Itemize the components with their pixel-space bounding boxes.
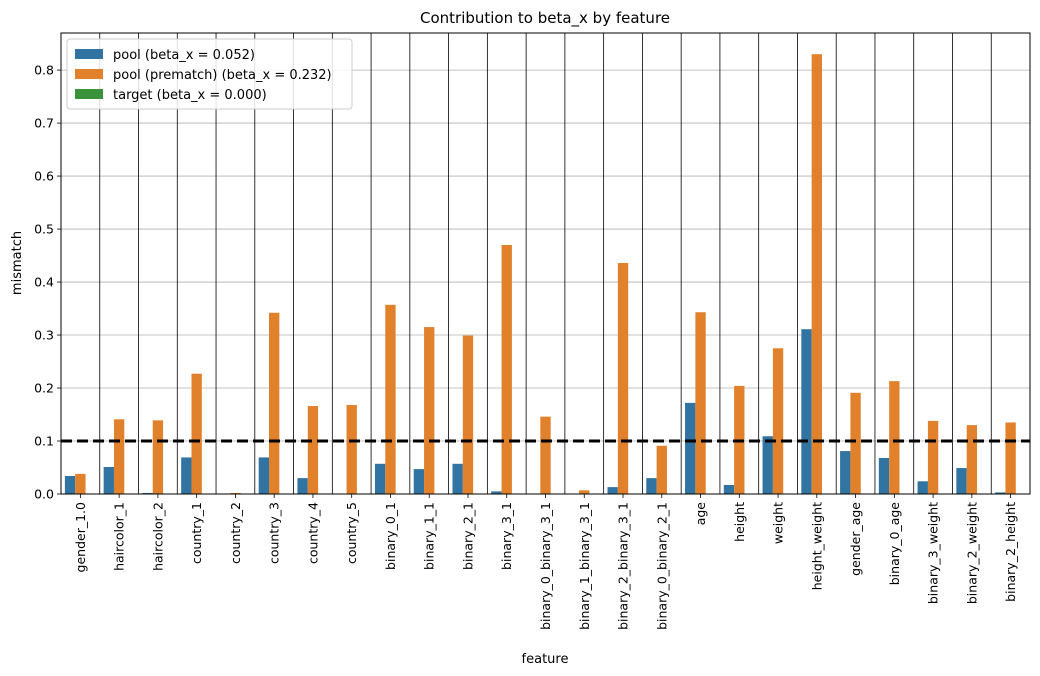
x-tick-label: age — [693, 502, 708, 526]
x-tick-label: gender_1.0 — [73, 502, 88, 572]
bar — [452, 463, 463, 494]
bar — [878, 457, 890, 494]
x-tick-label: haircolor_1 — [112, 502, 127, 571]
x-tick-label: gender_age — [848, 502, 863, 576]
x-tick-label: weight — [771, 502, 786, 544]
bar — [540, 416, 551, 494]
legend-entry: pool (beta_x = 0.052) — [113, 48, 255, 63]
legend: pool (beta_x = 0.052) pool (prematch) (be… — [66, 38, 353, 110]
x-tick-label: binary_0_1 — [383, 502, 398, 570]
bar — [1005, 422, 1016, 494]
bar — [297, 478, 308, 494]
x-axis-label: feature — [522, 652, 569, 667]
bar — [927, 420, 939, 494]
bar — [723, 484, 735, 494]
legend-entry: pool (prematch) (beta_x = 0.232) — [113, 68, 332, 83]
bar — [840, 451, 851, 494]
y-axis-label: mismatch — [10, 231, 25, 295]
x-tick-label: binary_2_1 — [460, 502, 475, 570]
x-tick-label: binary_1_binary_3_1 — [577, 502, 592, 630]
category-separators — [99, 33, 992, 494]
x-tick-label: country_4 — [305, 502, 320, 564]
x-tick-label: binary_0_age — [887, 502, 902, 586]
x-tick-label: haircolor_2 — [150, 502, 165, 571]
y-tick-label: 0.5 — [34, 222, 54, 237]
bar — [617, 262, 629, 494]
x-tick-label: binary_3_weight — [926, 502, 941, 604]
y-tick-label: 0.6 — [34, 169, 54, 184]
bar — [811, 54, 822, 494]
bar — [181, 457, 192, 494]
bar — [491, 491, 502, 494]
bar — [501, 244, 512, 494]
x-tick-label: country_1 — [189, 502, 204, 564]
bar — [607, 487, 618, 494]
bar — [579, 490, 590, 494]
bar — [685, 402, 696, 494]
y-tick-label: 0.2 — [34, 381, 54, 396]
bar — [772, 348, 784, 494]
x-tick-label: height_weight — [809, 502, 824, 590]
bar — [956, 468, 967, 494]
legend-swatch — [75, 89, 103, 99]
y-tick-label: 0.7 — [34, 116, 54, 131]
bar — [850, 392, 861, 494]
bar — [917, 481, 928, 494]
bar — [762, 436, 773, 494]
bar — [103, 466, 114, 494]
bar — [462, 335, 474, 494]
bar — [385, 304, 396, 494]
y-tick-label: 0.3 — [34, 328, 54, 343]
x-tick-label: binary_3_1 — [499, 502, 514, 570]
x-axis-ticks: gender_1.0 haircolor_1 haircolor_2 country_… — [73, 494, 1018, 630]
legend-entry: target (beta_x = 0.000) — [113, 88, 267, 103]
bar — [258, 457, 270, 494]
y-tick-label: 0.8 — [34, 63, 54, 78]
x-tick-label: height — [732, 502, 747, 542]
bar — [656, 445, 667, 494]
bar — [152, 420, 164, 494]
bar — [646, 478, 657, 494]
bar — [230, 492, 241, 494]
x-tick-label: country_2 — [228, 502, 243, 564]
x-tick-label: country_3 — [267, 502, 282, 564]
x-tick-label: country_5 — [344, 502, 359, 564]
bar — [413, 469, 425, 494]
bar — [113, 419, 125, 494]
x-tick-label: binary_1_1 — [422, 502, 437, 570]
x-tick-label: binary_0_binary_3_1 — [538, 502, 553, 630]
bar — [64, 475, 76, 494]
y-axis-ticks: 0.0 0.1 0.2 0.3 0.4 0.5 0.6 0.7 0.8 — [34, 63, 61, 502]
bar — [374, 463, 386, 494]
bar — [801, 329, 812, 494]
bar — [142, 492, 153, 494]
chart-title: Contribution to beta_x by feature — [420, 9, 670, 28]
bar — [424, 327, 435, 494]
y-tick-label: 0.0 — [34, 487, 54, 502]
bar — [75, 473, 86, 494]
bar — [995, 492, 1006, 494]
grid-layer — [61, 69, 1030, 442]
bar — [269, 312, 280, 494]
bar-layer — [64, 54, 1016, 494]
bar — [695, 312, 706, 494]
x-tick-label: binary_2_height — [1003, 502, 1018, 602]
x-tick-label: binary_2_weight — [964, 502, 979, 604]
legend-box — [66, 38, 353, 110]
x-tick-label: binary_2_binary_3_1 — [616, 502, 631, 630]
bar — [307, 406, 319, 494]
y-tick-label: 0.4 — [34, 275, 54, 290]
bar — [346, 404, 357, 494]
legend-swatch — [75, 69, 103, 79]
legend-swatch — [75, 49, 103, 59]
x-tick-label: binary_0_binary_2_1 — [654, 502, 669, 630]
bar — [191, 373, 202, 494]
bar — [889, 381, 900, 494]
bar — [966, 425, 978, 494]
y-tick-label: 0.1 — [34, 434, 54, 449]
